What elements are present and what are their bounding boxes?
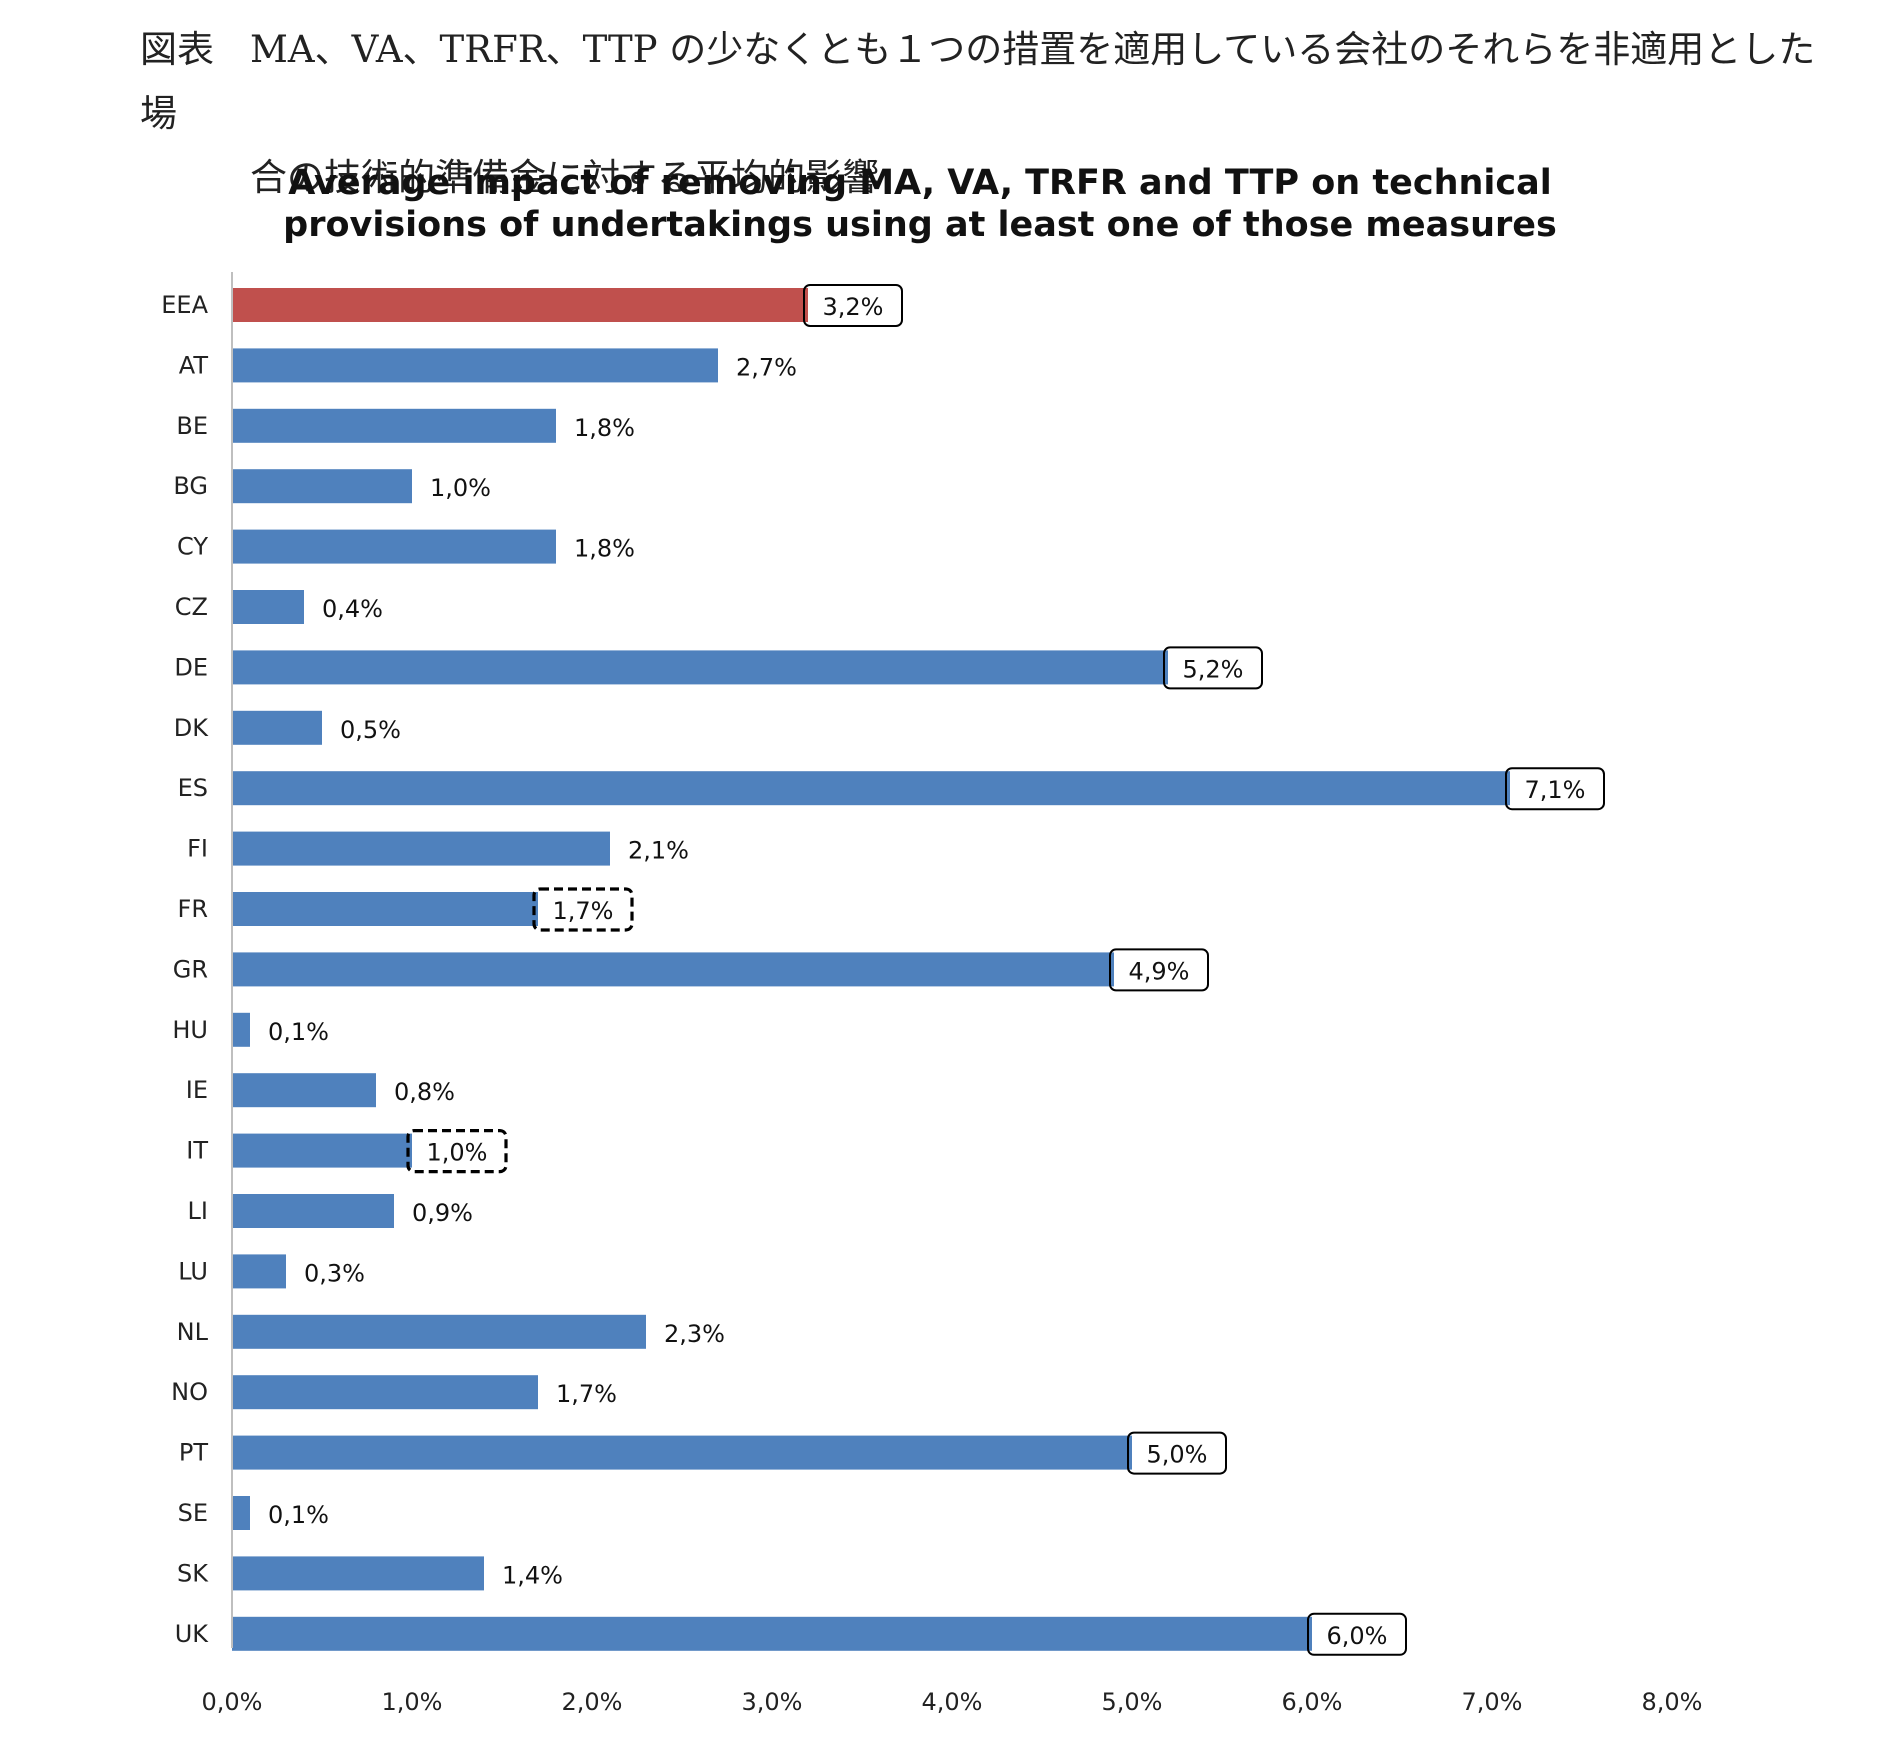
caption-label: 図表 [140, 28, 214, 71]
category-label-ie: IE [186, 1076, 208, 1104]
x-tick-label: 4,0% [922, 1688, 983, 1716]
x-tick-label: 2,0% [562, 1688, 623, 1716]
axis-layer: 0,0% 1,0% 2,0% 3,0% 4,0% 5,0% 6,0% 7,0% 8,0% [202, 272, 1703, 1716]
category-label-de: DE [174, 653, 208, 681]
x-tick-label: 5,0% [1102, 1688, 1163, 1716]
bar-fr [232, 892, 538, 926]
value-label-fi: 2,1% [628, 837, 689, 865]
bar-no [232, 1375, 538, 1410]
value-label-eea: 3,2% [823, 293, 884, 321]
chart-title-line-1: Average impact of removing MA, VA, TRFR … [288, 163, 1552, 203]
bar-ie [232, 1073, 376, 1108]
category-label-fi: FI [187, 835, 208, 863]
bar-li [232, 1194, 394, 1228]
bar-it [232, 1133, 412, 1168]
bar-nl [232, 1314, 646, 1349]
category-label-cz: CZ [175, 593, 208, 621]
value-callout-box-gr [1109, 948, 1209, 992]
category-label-fr: FR [178, 895, 208, 923]
bar-uk [232, 1616, 1312, 1651]
value-label-cy: 1,8% [574, 535, 635, 563]
value-label-nl: 2,3% [664, 1320, 725, 1348]
value-label-se: 0,1% [268, 1501, 329, 1529]
value-callout-box-es [1505, 767, 1605, 811]
bar-gr [232, 952, 1114, 987]
category-label-hu: HU [172, 1016, 208, 1044]
category-label-at: AT [179, 351, 209, 379]
x-tick-label: 3,0% [742, 1688, 803, 1716]
category-label-dk: DK [174, 714, 209, 742]
category-label-es: ES [178, 774, 208, 802]
category-label-cy: CY [177, 533, 208, 561]
figure-caption: 図表 MA、VA、TRFR、TTP の少なくとも１つの措置を適用している会社のそれ… [140, 18, 1840, 210]
category-label-pt: PT [179, 1439, 208, 1467]
bar-lu [232, 1254, 286, 1289]
value-label-pt: 5,0% [1147, 1441, 1208, 1469]
category-label-se: SE [178, 1499, 208, 1527]
value-label-no: 1,7% [556, 1380, 617, 1408]
value-label-ie: 0,8% [394, 1078, 455, 1106]
category-label-bg: BG [173, 472, 208, 500]
chart-title: Average impact of removing MA, VA, TRFR … [250, 162, 1590, 246]
x-tick-label: 7,0% [1462, 1688, 1523, 1716]
bar-be [232, 408, 556, 443]
value-label-hu: 0,1% [268, 1018, 329, 1046]
bar-se [232, 1496, 250, 1530]
bar-fi [232, 831, 610, 866]
chart-title-line-2: provisions of undertakings using at leas… [283, 205, 1557, 245]
category-label-be: BE [176, 412, 208, 440]
value-label-dk: 0,5% [340, 716, 401, 744]
category-label-sk: SK [177, 1559, 209, 1587]
caption-line-2: 合の技術的準備金に対する平均的影響 [250, 156, 879, 199]
value-label-uk: 6,0% [1327, 1622, 1388, 1650]
bar-pt [232, 1435, 1132, 1470]
value-label-li: 0,9% [412, 1199, 473, 1227]
x-tick-label: 0,0% [202, 1688, 263, 1716]
bar-eea [232, 288, 808, 322]
value-label-sk: 1,4% [502, 1561, 563, 1589]
category-label-li: LI [188, 1197, 208, 1225]
category-label-uk: UK [175, 1620, 210, 1648]
value-callout-box-eea [803, 284, 903, 327]
bar-hu [232, 1012, 250, 1047]
bar-dk [232, 710, 322, 745]
bar-sk [232, 1556, 484, 1591]
category-label-eea: EEA [161, 291, 208, 319]
value-label-de: 5,2% [1183, 655, 1244, 683]
bar-de [232, 650, 1168, 685]
category-label-gr: GR [173, 955, 208, 983]
value-label-cz: 0,4% [322, 595, 383, 623]
caption-line-1: MA、VA、TRFR、TTP の少なくとも１つの措置を適用している会社のそれらを… [140, 28, 1816, 135]
value-label-be: 1,8% [574, 414, 635, 442]
bar-bg [232, 469, 412, 504]
value-label-it: 1,0% [427, 1139, 488, 1167]
value-callout-box-fr [532, 887, 634, 932]
value-callout-box-uk [1307, 1612, 1407, 1656]
x-tick-label: 8,0% [1642, 1688, 1703, 1716]
bar-es [232, 771, 1510, 806]
value-label-bg: 1,0% [430, 474, 491, 502]
value-label-es: 7,1% [1525, 776, 1586, 804]
category-label-nl: NL [177, 1318, 209, 1346]
x-tick-label: 1,0% [382, 1688, 443, 1716]
bar-cz [232, 590, 304, 624]
value-label-lu: 0,3% [304, 1259, 365, 1287]
x-tick-label: 6,0% [1282, 1688, 1343, 1716]
value-label-gr: 4,9% [1129, 957, 1190, 985]
value-callout-box-pt [1127, 1431, 1227, 1475]
bar-at [232, 348, 718, 383]
bar-cy [232, 529, 556, 564]
bars-layer: EEA 3,2% AT 2,7% BE 1,8% BG 1,0% CY 1,8% CZ 0,4% DE 5… [161, 284, 1605, 1656]
value-callout-box-it [406, 1128, 508, 1174]
category-label-no: NO [171, 1378, 208, 1406]
value-label-at: 2,7% [736, 353, 797, 381]
category-label-lu: LU [178, 1257, 208, 1285]
value-callout-box-de [1163, 646, 1263, 690]
category-label-it: IT [186, 1137, 208, 1165]
value-label-fr: 1,7% [553, 897, 614, 925]
